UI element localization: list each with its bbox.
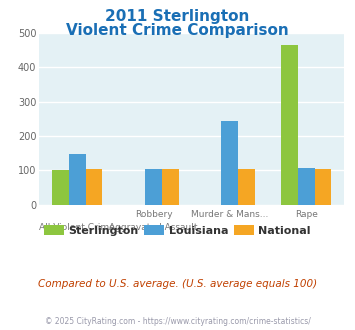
Text: Murder & Mans...: Murder & Mans...: [191, 210, 268, 218]
Text: All Violent Crime: All Violent Crime: [39, 223, 115, 232]
Bar: [52, 170, 69, 205]
Bar: [298, 168, 315, 205]
Text: Compared to U.S. average. (U.S. average equals 100): Compared to U.S. average. (U.S. average …: [38, 279, 317, 289]
Bar: [145, 169, 162, 205]
Text: Aggravated Assault: Aggravated Assault: [109, 223, 198, 232]
Bar: [281, 45, 298, 205]
Bar: [86, 169, 102, 205]
Text: Robbery: Robbery: [135, 210, 172, 218]
Text: Rape: Rape: [295, 210, 318, 218]
Legend: Sterlington, Louisiana, National: Sterlington, Louisiana, National: [40, 221, 315, 240]
Bar: [238, 169, 255, 205]
Bar: [315, 169, 331, 205]
Bar: [69, 154, 86, 205]
Bar: [222, 121, 238, 205]
Bar: [162, 169, 179, 205]
Text: Violent Crime Comparison: Violent Crime Comparison: [66, 23, 289, 38]
Text: 2011 Sterlington: 2011 Sterlington: [105, 9, 250, 24]
Text: © 2025 CityRating.com - https://www.cityrating.com/crime-statistics/: © 2025 CityRating.com - https://www.city…: [45, 317, 310, 326]
